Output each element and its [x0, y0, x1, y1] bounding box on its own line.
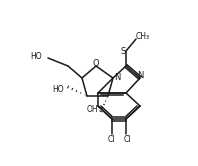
Text: HO: HO [30, 51, 42, 60]
Text: N: N [114, 73, 120, 82]
Text: Cl: Cl [123, 135, 131, 144]
Text: OH: OH [86, 106, 98, 115]
Text: N: N [137, 71, 143, 80]
Text: S: S [120, 46, 126, 55]
Text: O: O [93, 58, 99, 68]
Text: CH₃: CH₃ [136, 32, 150, 41]
Text: HO: HO [52, 84, 64, 93]
Text: Cl: Cl [107, 135, 115, 144]
